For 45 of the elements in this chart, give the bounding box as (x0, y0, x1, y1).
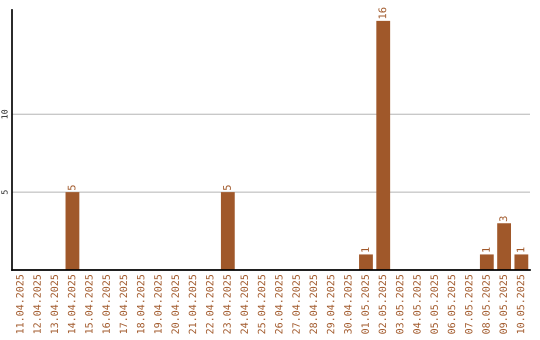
x-tick-label: 12.04.2025 (33, 274, 41, 334)
x-tick-label: 28.04.2025 (310, 274, 318, 334)
x-tick-label: 09.05.2025 (499, 274, 508, 334)
bar (220, 192, 235, 270)
bar (66, 192, 80, 270)
x-tick-label: 10.05.2025 (516, 274, 524, 334)
data-label: 5 (68, 185, 76, 190)
x-tick-label: 20.04.2025 (171, 274, 179, 334)
x-tick-label: 11.04.2025 (16, 274, 24, 334)
x-tick-label: 14.04.2025 (68, 274, 76, 334)
data-label: 3 (499, 216, 508, 222)
x-tick-label: 23.04.2025 (223, 274, 231, 334)
x-tick-label: 22.04.2025 (206, 274, 214, 334)
x-tick-label: 16.04.2025 (102, 274, 110, 334)
x-tick-label: 05.05.2025 (430, 274, 438, 334)
data-label: 1 (516, 247, 524, 252)
bar (359, 254, 373, 270)
bar (497, 223, 512, 270)
x-tick-label: 03.05.2025 (396, 274, 404, 334)
x-tick-label: 29.04.2025 (326, 274, 334, 334)
data-label: 16 (378, 8, 386, 18)
data-label: 1 (361, 247, 369, 252)
x-tick-label: 30.04.2025 (344, 274, 352, 334)
x-tick-label: 06.05.2025 (448, 274, 456, 334)
y-tick-label: 10 (1, 110, 8, 118)
x-tick-label: 07.05.2025 (464, 274, 472, 334)
x-tick-label: 27.04.2025 (292, 274, 300, 334)
bar (514, 254, 528, 270)
x-tick-label: 15.04.2025 (85, 274, 93, 334)
x-tick-label: 01.05.2025 (361, 274, 369, 334)
x-tick-label: 26.04.2025 (274, 274, 283, 334)
bar (480, 254, 494, 270)
x-tick-label: 04.05.2025 (413, 274, 421, 334)
x-tick-label: 24.04.2025 (240, 274, 248, 334)
x-tick-label: 19.04.2025 (154, 274, 162, 334)
bar (376, 20, 390, 270)
x-tick-label: 21.04.2025 (188, 274, 196, 334)
x-tick-label: 08.05.2025 (482, 274, 490, 334)
data-label: 1 (482, 247, 490, 252)
x-tick-label: 13.04.2025 (50, 274, 58, 334)
data-label: 5 (223, 185, 231, 190)
x-tick-label: 18.04.2025 (136, 274, 144, 334)
x-tick-label: 25.04.2025 (258, 274, 266, 334)
x-tick-label: 02.05.2025 (378, 274, 386, 334)
x-tick-label: 17.04.2025 (120, 274, 128, 334)
